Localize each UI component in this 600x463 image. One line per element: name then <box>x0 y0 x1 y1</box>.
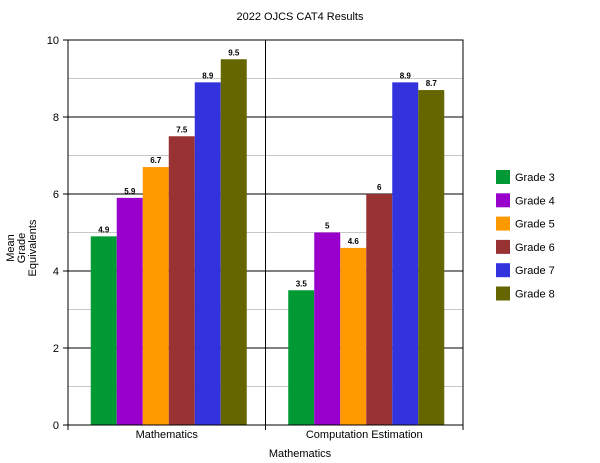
bar <box>366 194 393 425</box>
bar <box>418 90 445 426</box>
bar <box>168 136 195 425</box>
legend: Grade 3 Grade 4 Grade 5 Grade 6 Grade 7 Grade… <box>496 170 555 301</box>
data-label: 7.5 <box>176 125 188 134</box>
bars-layer: 4.9 5.9 6.7 7.5 8.9 9.5 3.5 5 4.6 6 8.9 8.7 <box>90 48 445 426</box>
legend-swatch <box>496 193 510 208</box>
y-tick-label: 10 <box>47 35 59 47</box>
y-tick-label: 0 <box>53 420 59 432</box>
legend-swatch <box>496 216 510 231</box>
bar <box>220 59 247 425</box>
y-axis-label: Mean Grade Equivalents <box>5 219 39 276</box>
legend-label: Grade 3 <box>515 172 555 184</box>
x-axis-label: Mathematics <box>269 448 332 460</box>
data-label: 6.7 <box>150 156 162 165</box>
bar <box>194 82 221 425</box>
axes-layer: Mathematics Computation Estimation 0 2 4 6 8 10 <box>47 35 464 441</box>
data-label: 5 <box>325 222 330 231</box>
y-axis-label-line: Mean <box>5 234 17 262</box>
legend-swatch <box>496 170 510 184</box>
legend-swatch <box>496 286 510 301</box>
category-label: Mathematics <box>136 429 199 441</box>
bar <box>314 232 341 425</box>
legend-swatch <box>496 239 510 254</box>
bar <box>116 197 143 425</box>
y-axis-label-line: Grade <box>16 233 28 264</box>
data-label: 8.7 <box>426 79 438 88</box>
bar <box>142 167 169 426</box>
legend-label: Grade 4 <box>515 195 555 207</box>
data-label: 9.5 <box>228 48 240 57</box>
bar <box>90 236 117 425</box>
data-label: 4.9 <box>98 225 110 234</box>
bar <box>340 247 367 425</box>
legend-label: Grade 8 <box>515 289 555 301</box>
y-tick-label: 4 <box>53 266 59 278</box>
legend-label: Grade 6 <box>515 242 555 254</box>
legend-label: Grade 5 <box>515 219 555 231</box>
y-axis-label-line: Equivalents <box>27 219 39 276</box>
category-label: Computation Estimation <box>306 429 423 441</box>
y-tick-label: 8 <box>53 112 59 124</box>
plot-frame <box>67 39 464 426</box>
y-tick-label: 6 <box>53 189 59 201</box>
chart-title: 2022 OJCS CAT4 Results <box>237 11 364 23</box>
legend-swatch <box>496 263 510 278</box>
legend-label: Grade 7 <box>515 265 555 277</box>
data-label: 3.5 <box>296 279 308 288</box>
bar <box>288 290 315 425</box>
data-label: 5.9 <box>124 187 136 196</box>
bar <box>392 82 419 425</box>
data-label: 8.9 <box>202 71 214 80</box>
data-label: 8.9 <box>400 71 412 80</box>
data-label: 4.6 <box>348 237 360 246</box>
data-label: 6 <box>377 183 382 192</box>
y-tick-label: 2 <box>53 343 59 355</box>
